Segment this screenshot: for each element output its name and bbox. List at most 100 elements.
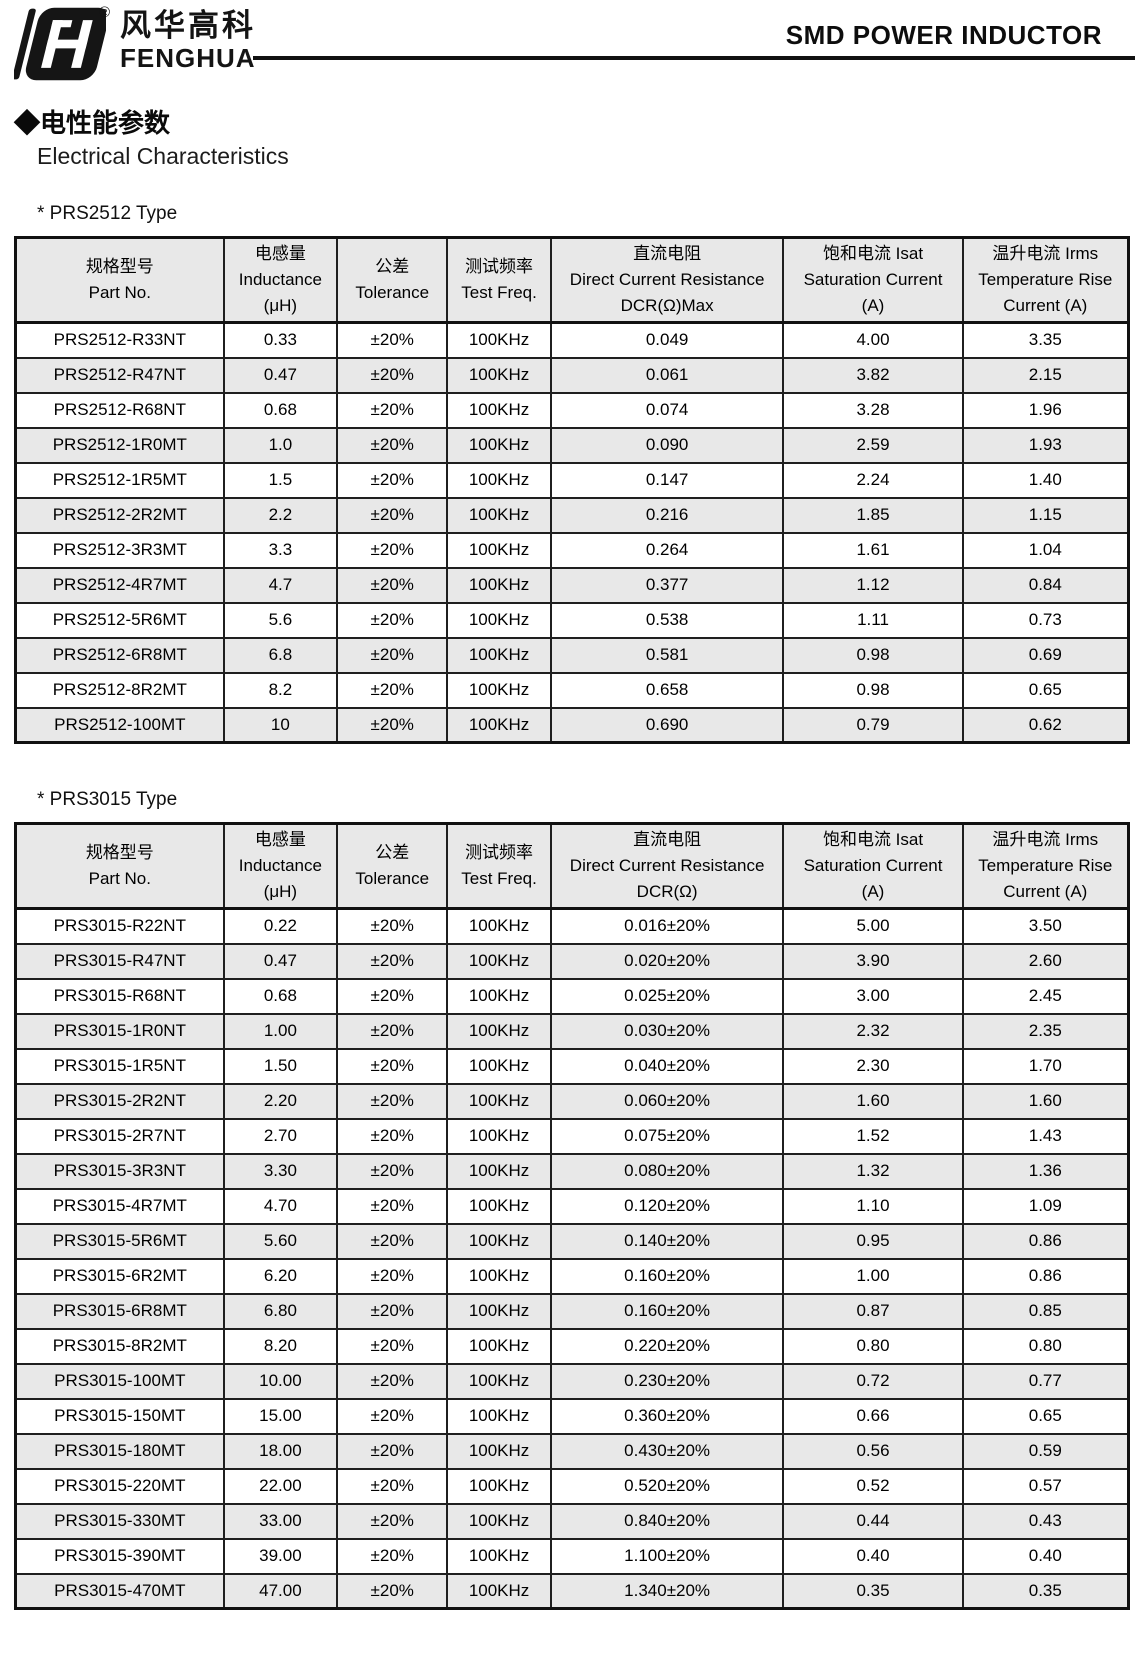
value-cell: ±20% [336, 321, 449, 359]
value-cell: 1.96 [961, 391, 1130, 429]
table-row: PRS3015-8R2MT 8.20 ±20% 100KHz 0.220±20% 0.80… [14, 1327, 1130, 1365]
value-cell: 33.00 [222, 1502, 339, 1540]
value-cell: ±20% [336, 1292, 449, 1330]
table-row: PRS3015-180MT 18.00 ±20% 100KHz 0.430±20% 0.5… [14, 1432, 1130, 1470]
value-cell: 2.24 [782, 461, 964, 499]
value-cell: ±20% [336, 1502, 449, 1540]
value-cell: ±20% [336, 461, 449, 499]
part-no-cell: PRS3015-470MT [14, 1572, 225, 1610]
value-cell: 0.658 [549, 671, 785, 709]
part-no-cell: PRS3015-2R2NT [14, 1082, 225, 1120]
value-cell: ±20% [336, 1572, 449, 1610]
value-cell: 0.140±20% [549, 1222, 785, 1260]
table-row: PRS3015-5R6MT 5.60 ±20% 100KHz 0.140±20% 0.95… [14, 1222, 1130, 1260]
value-cell: 0.22 [222, 907, 339, 945]
value-cell: 0.377 [549, 566, 785, 604]
value-cell: 2.30 [782, 1047, 964, 1085]
part-no-cell: PRS3015-1R5NT [14, 1047, 225, 1085]
value-cell: 0.77 [961, 1362, 1130, 1400]
prs3015-header-row: 规格型号 Part No. 电感量 Inductance (μH) 公差 Tolerance… [14, 822, 1130, 910]
value-cell: 100KHz [446, 1257, 552, 1295]
value-cell: 100KHz [446, 942, 552, 980]
part-no-cell: PRS3015-R47NT [14, 942, 225, 980]
value-cell: 39.00 [222, 1537, 339, 1575]
value-cell: 1.36 [961, 1152, 1130, 1190]
value-cell: 0.049 [549, 321, 785, 359]
value-cell: ±20% [336, 1257, 449, 1295]
part-no-cell: PRS2512-1R0MT [14, 426, 225, 464]
value-cell: 0.061 [549, 356, 785, 394]
value-cell: ±20% [336, 1012, 449, 1050]
value-cell: ±20% [336, 1537, 449, 1575]
section-heading-cn: ◆电性能参数 [14, 108, 171, 138]
table-row: PRS3015-4R7MT 4.70 ±20% 100KHz 0.120±20% 1.10… [14, 1187, 1130, 1225]
value-cell: 1.09 [961, 1187, 1130, 1225]
value-cell: ±20% [336, 496, 449, 534]
value-cell: 100KHz [446, 321, 552, 359]
value-cell: 0.44 [782, 1502, 964, 1540]
value-cell: 1.32 [782, 1152, 964, 1190]
value-cell: 0.074 [549, 391, 785, 429]
value-cell: 0.95 [782, 1222, 964, 1260]
value-cell: 3.3 [222, 531, 339, 569]
value-cell: 1.00 [222, 1012, 339, 1050]
brand-name-cn: 风华高科 [120, 8, 256, 43]
value-cell: 4.7 [222, 566, 339, 604]
value-cell: 0.016±20% [549, 907, 785, 945]
value-cell: ±20% [336, 1082, 449, 1120]
column-header-2: 公差 Tolerance [336, 822, 449, 910]
brand-text: 风华高科 FENGHUA [120, 6, 256, 72]
value-cell: 0.65 [961, 1397, 1130, 1435]
value-cell: 3.00 [782, 977, 964, 1015]
table-row: PRS3015-R68NT 0.68 ±20% 100KHz 0.025±20% 3.00… [14, 977, 1130, 1015]
value-cell: 100KHz [446, 601, 552, 639]
value-cell: 4.70 [222, 1187, 339, 1225]
table-row: PRS3015-1R5NT 1.50 ±20% 100KHz 0.040±20% 2.30… [14, 1047, 1130, 1085]
part-no-cell: PRS3015-5R6MT [14, 1222, 225, 1260]
column-header-3: 测试频率 Test Freq. [446, 822, 552, 910]
value-cell: ±20% [336, 1432, 449, 1470]
value-cell: 0.160±20% [549, 1257, 785, 1295]
table-row: PRS2512-3R3MT 3.3 ±20% 100KHz 0.264 1.61 1.04 [14, 531, 1130, 569]
value-cell: 15.00 [222, 1397, 339, 1435]
value-cell: 0.160±20% [549, 1292, 785, 1330]
value-cell: 0.120±20% [549, 1187, 785, 1225]
table-row: PRS2512-100MT 10 ±20% 100KHz 0.690 0.79 0.62 [14, 706, 1130, 744]
value-cell: 8.2 [222, 671, 339, 709]
part-no-cell: PRS2512-5R6MT [14, 601, 225, 639]
value-cell: 1.340±20% [549, 1572, 785, 1610]
part-no-cell: PRS3015-180MT [14, 1432, 225, 1470]
value-cell: 100KHz [446, 356, 552, 394]
column-header-3: 测试频率 Test Freq. [446, 236, 552, 324]
value-cell: 1.40 [961, 461, 1130, 499]
part-no-cell: PRS3015-100MT [14, 1362, 225, 1400]
value-cell: 1.52 [782, 1117, 964, 1155]
value-cell: 100KHz [446, 1572, 552, 1610]
value-cell: 1.50 [222, 1047, 339, 1085]
value-cell: 100KHz [446, 566, 552, 604]
column-header-0: 规格型号 Part No. [14, 822, 225, 910]
value-cell: 8.20 [222, 1327, 339, 1365]
column-header-4: 直流电阻 Direct Current Resistance DCR(Ω) [549, 822, 785, 910]
value-cell: 10.00 [222, 1362, 339, 1400]
value-cell: 10 [222, 706, 339, 744]
value-cell: 100KHz [446, 1537, 552, 1575]
value-cell: 2.60 [961, 942, 1130, 980]
value-cell: 0.060±20% [549, 1082, 785, 1120]
part-no-cell: PRS3015-390MT [14, 1537, 225, 1575]
value-cell: 0.85 [961, 1292, 1130, 1330]
column-header-5: 饱和电流 Isat Saturation Current (A) [782, 822, 964, 910]
table-row: PRS3015-2R7NT 2.70 ±20% 100KHz 0.075±20% 1.52… [14, 1117, 1130, 1155]
fenghua-logo-icon: ® [12, 4, 110, 82]
part-no-cell: PRS2512-3R3MT [14, 531, 225, 569]
column-header-4: 直流电阻 Direct Current Resistance DCR(Ω)Max [549, 236, 785, 324]
value-cell: 2.70 [222, 1117, 339, 1155]
value-cell: 0.075±20% [549, 1117, 785, 1155]
value-cell: 2.20 [222, 1082, 339, 1120]
table-row: PRS2512-R68NT 0.68 ±20% 100KHz 0.074 3.28 1.96 [14, 391, 1130, 429]
value-cell: 2.59 [782, 426, 964, 464]
value-cell: 1.10 [782, 1187, 964, 1225]
value-cell: 0.040±20% [549, 1047, 785, 1085]
value-cell: 1.93 [961, 426, 1130, 464]
value-cell: 0.35 [961, 1572, 1130, 1610]
